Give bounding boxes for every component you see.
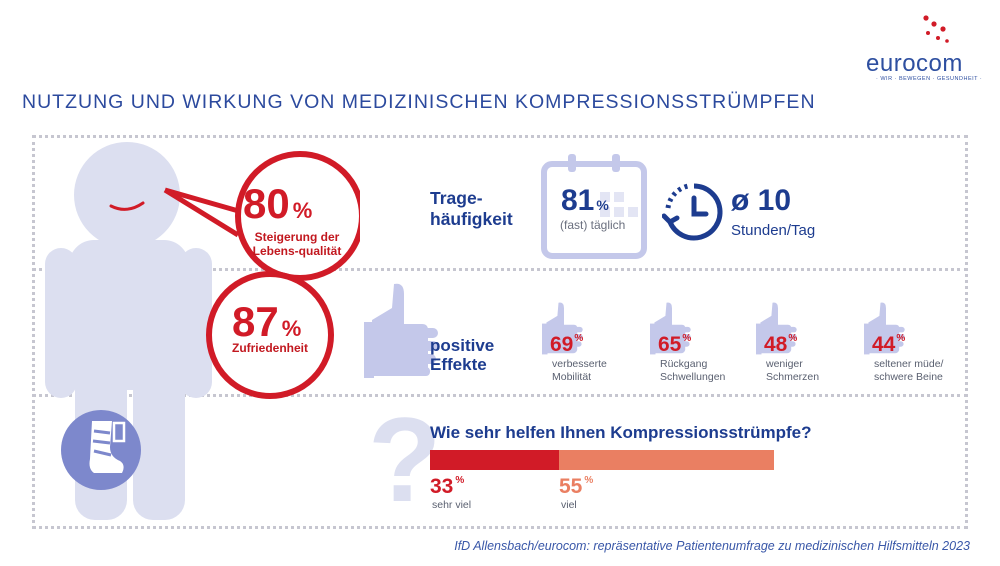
effect-label: Rückgang Schwellungen [660,358,726,383]
wearing-label: Trage-häufigkeit [430,188,513,229]
quality-label: Steigerung der Lebens-qualität [252,230,342,258]
satisfaction-label: Zufriedenheit [231,341,308,355]
compression-stocking-icon [61,410,141,490]
help-segment-percentage: 55% [559,475,594,498]
thumbs-up-small-icon [542,302,583,355]
quality-percentage: 80% [243,180,313,227]
effect-percentage: 44% [872,333,906,356]
effect-percentage: 48% [764,333,798,356]
effect-percentage: 69% [550,333,584,356]
content-frame [32,135,968,529]
hours-label: Stunden/Tag [731,222,816,239]
source-note: IfD Allensbach/eurocom: repräsentative P… [454,539,970,553]
help-question: Wie sehr helfen Ihnen Kompressionsstrümp… [430,423,812,442]
help-bar-segment [559,450,774,470]
thumbs-up-small-icon [756,302,797,355]
quality-bubble [163,151,360,281]
effect-percentage: 65% [658,333,692,356]
effects-label: positive Effekte [430,336,495,374]
help-segment-percentage: 33% [430,475,465,498]
effect-label: seltener müde/ schwere Beine [874,358,944,383]
help-bar [430,450,774,470]
logo-wordmark: eurocom [866,50,963,77]
effect-label: weniger Schmerzen [766,358,820,383]
hours-value: ø 10 [731,184,792,217]
thumbs-up-large-icon [364,283,438,378]
thumbs-up-small-icon [864,302,905,355]
calendar-icon [541,154,647,259]
help-bar-segment [430,450,559,470]
page-title: NUTZUNG UND WIRKUNG VON MEDIZINISCHEN KO… [22,91,816,113]
daily-label: (fast) täglich [560,218,626,232]
help-segment-label: sehr viel [432,499,472,511]
clock-icon [662,183,723,241]
question-mark-icon: ? [368,393,442,527]
thumbs-up-small-icon [650,302,691,355]
row-separator [32,394,968,397]
row-separator [32,268,968,271]
daily-percentage: 81% [561,184,609,217]
help-segment-label: viel [561,499,577,511]
satisfaction-circle [206,271,334,399]
effect-label: verbesserte Mobilität [552,358,607,383]
logo-tagline: · WIR · BEWEGEN · GESUNDHEIT · [876,76,983,82]
logo-dots [923,15,949,43]
satisfaction-percentage: 87% [232,298,302,345]
